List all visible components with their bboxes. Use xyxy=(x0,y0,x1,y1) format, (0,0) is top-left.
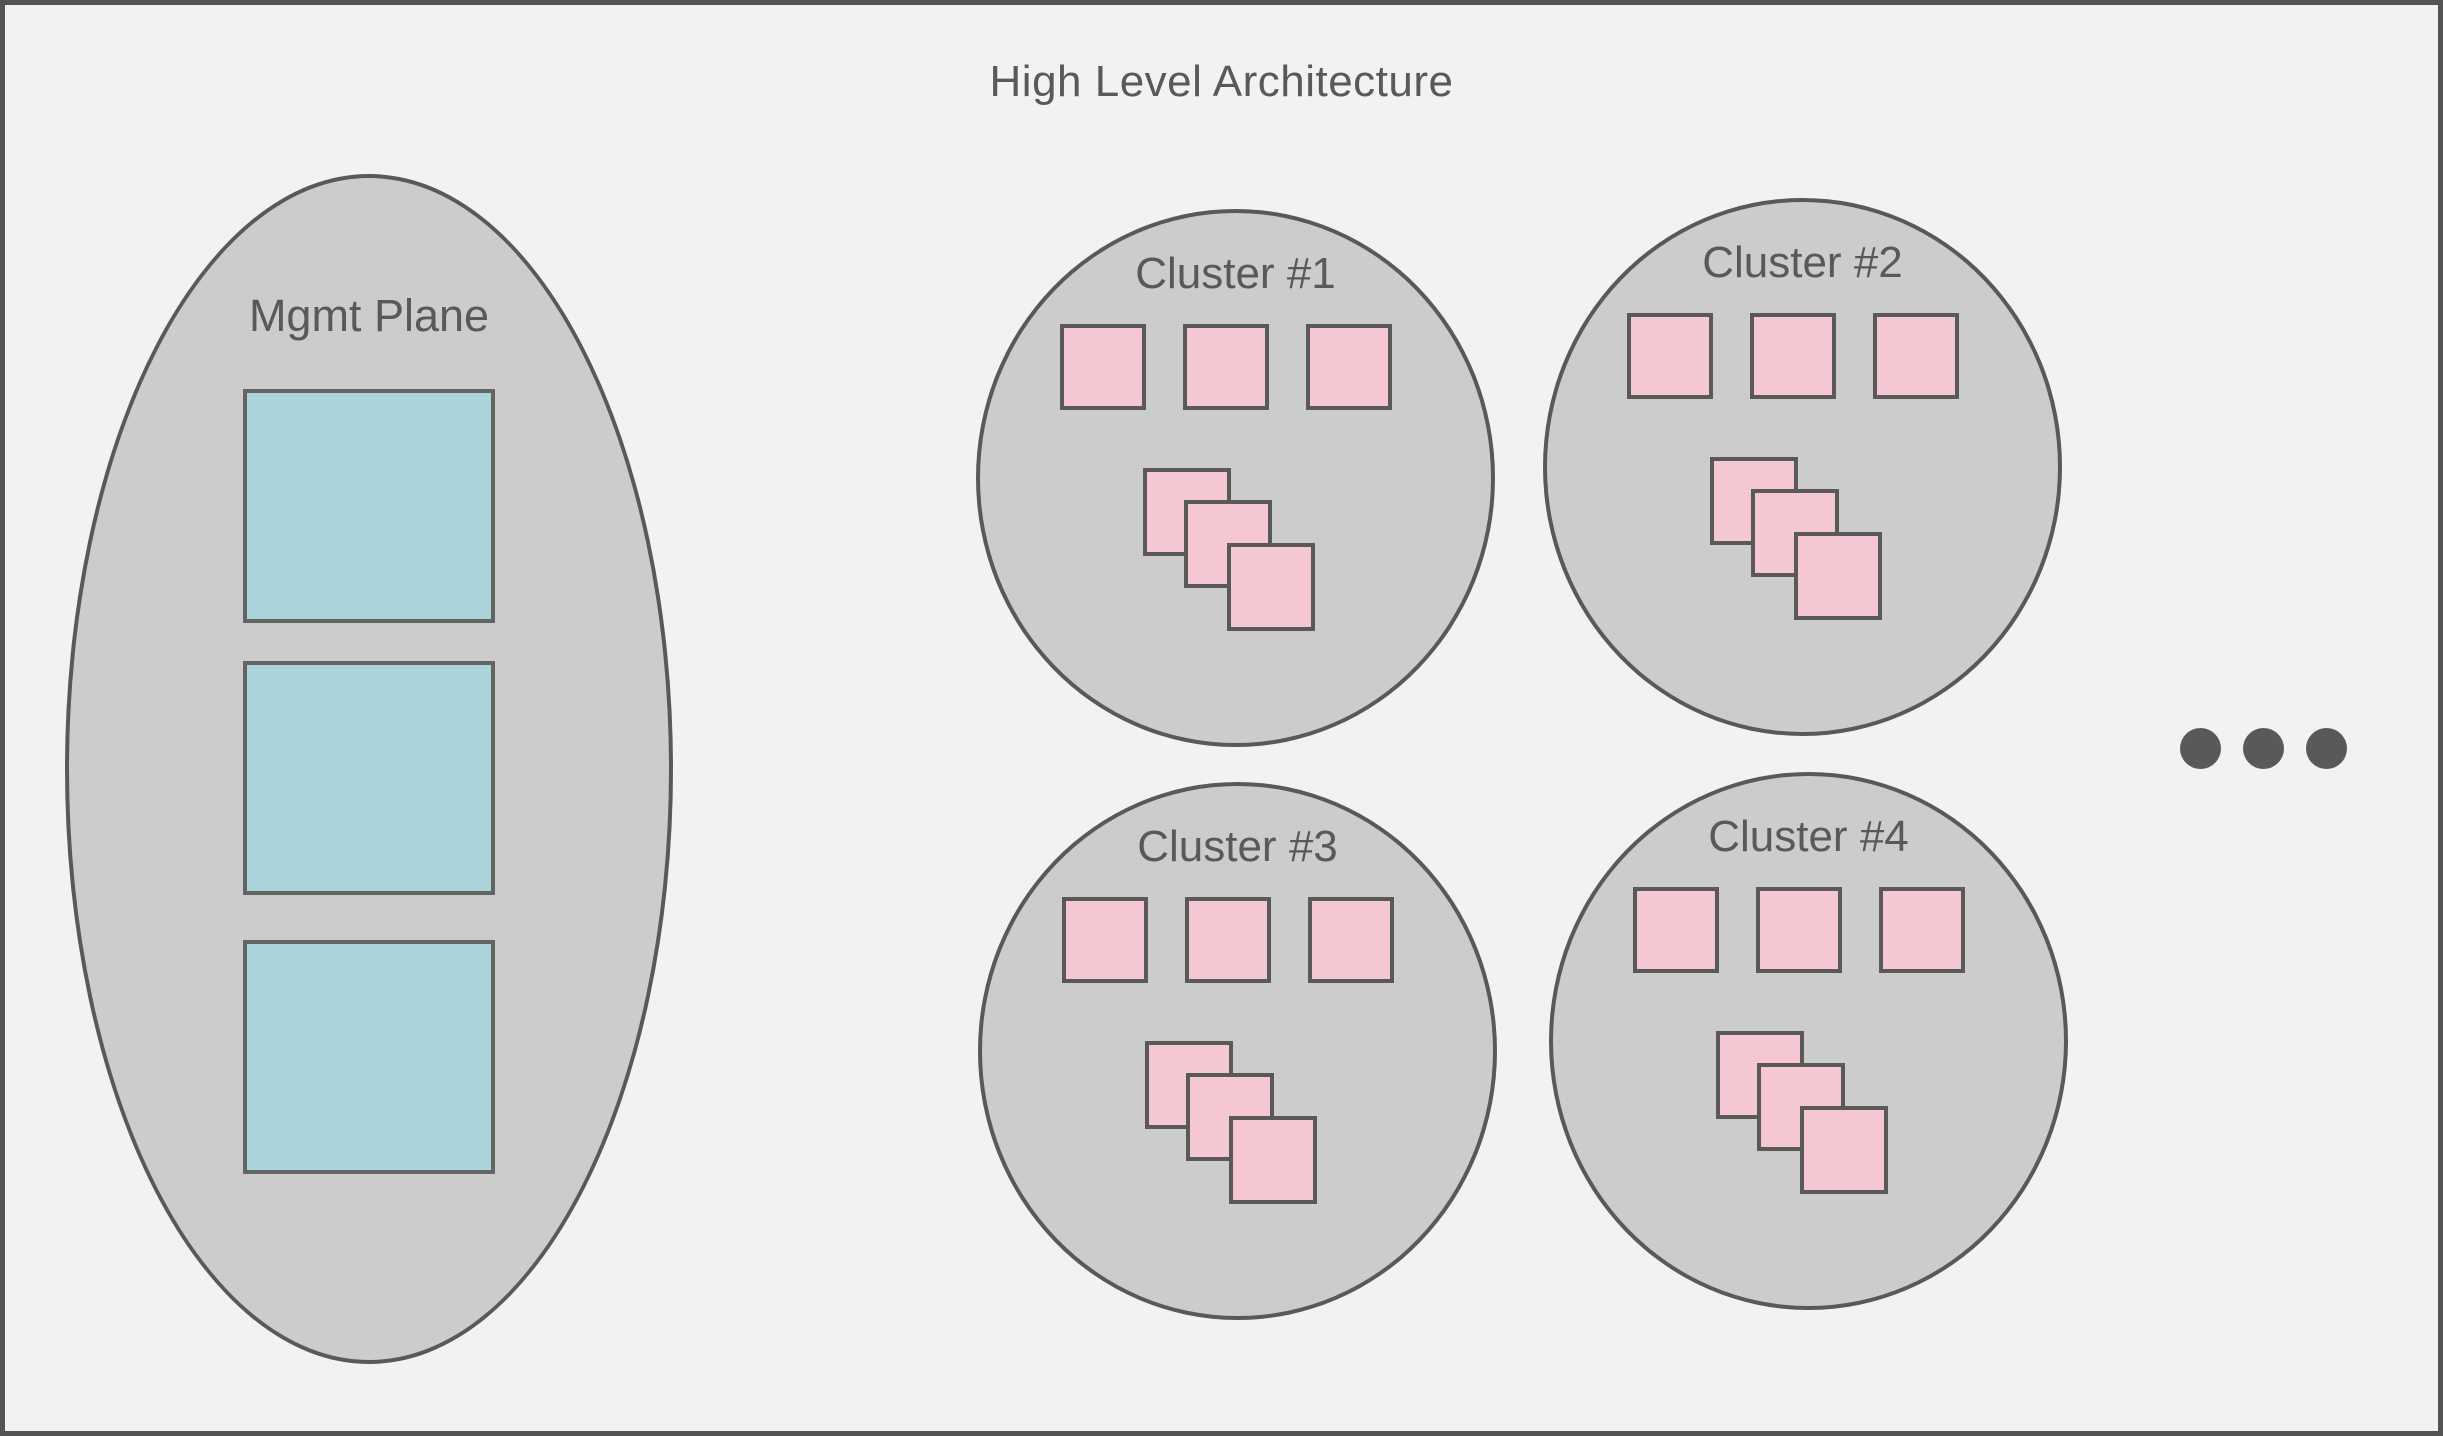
cluster-3-ellipse: Cluster #3 xyxy=(978,782,1497,1320)
mgmt-plane-box xyxy=(243,389,495,623)
node-square xyxy=(1627,313,1713,399)
node-square xyxy=(1750,313,1836,399)
cluster-1-node-stack xyxy=(1143,468,1315,631)
cluster-1-label: Cluster #1 xyxy=(1135,249,1336,298)
cluster-1-ellipse: Cluster #1 xyxy=(976,209,1495,747)
stacked-node-square xyxy=(1227,543,1315,631)
node-square xyxy=(1308,897,1394,983)
stacked-node-square xyxy=(1800,1106,1888,1194)
node-square xyxy=(1633,887,1719,973)
cluster-2-node-stack xyxy=(1710,457,1882,620)
diagram-title: High Level Architecture xyxy=(989,57,1454,106)
node-square xyxy=(1306,324,1392,410)
mgmt-plane-ellipse: Mgmt Plane xyxy=(65,174,673,1364)
ellipsis-dot xyxy=(2180,728,2221,769)
node-square xyxy=(1183,324,1269,410)
stacked-node-square xyxy=(1794,532,1882,620)
cluster-3-label: Cluster #3 xyxy=(1137,822,1338,871)
cluster-2-label: Cluster #2 xyxy=(1702,238,1903,287)
node-square xyxy=(1062,897,1148,983)
more-clusters-ellipsis-icon xyxy=(2180,728,2347,769)
cluster-3-node-stack xyxy=(1145,1041,1317,1204)
ellipsis-dot xyxy=(2243,728,2284,769)
cluster-1-node-row xyxy=(1060,324,1392,410)
cluster-4-node-stack xyxy=(1716,1031,1888,1194)
stacked-node-square xyxy=(1229,1116,1317,1204)
cluster-2-ellipse: Cluster #2 xyxy=(1543,198,2062,736)
cluster-4-node-row xyxy=(1633,887,1965,973)
cluster-4-ellipse: Cluster #4 xyxy=(1549,772,2068,1310)
cluster-4-label: Cluster #4 xyxy=(1708,812,1909,861)
mgmt-plane-box xyxy=(243,940,495,1174)
node-square xyxy=(1756,887,1842,973)
cluster-2-node-row xyxy=(1627,313,1959,399)
ellipsis-dot xyxy=(2306,728,2347,769)
node-square xyxy=(1060,324,1146,410)
node-square xyxy=(1879,887,1965,973)
cluster-3-node-row xyxy=(1062,897,1394,983)
mgmt-plane-label: Mgmt Plane xyxy=(248,290,490,341)
mgmt-plane-box xyxy=(243,661,495,895)
node-square xyxy=(1873,313,1959,399)
node-square xyxy=(1185,897,1271,983)
